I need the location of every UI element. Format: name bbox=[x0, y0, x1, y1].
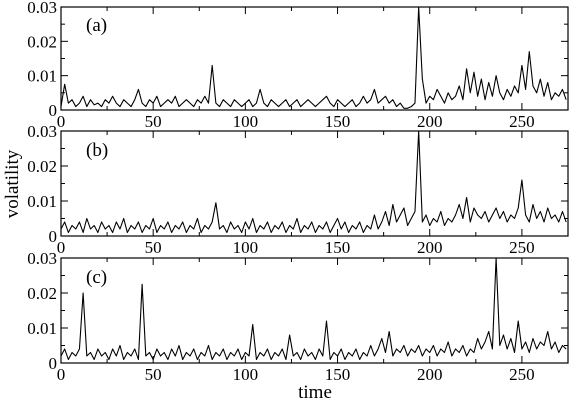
x-tick-label: 250 bbox=[509, 112, 535, 131]
x-tick-label: 100 bbox=[233, 365, 259, 384]
y-tick-label: 0.02 bbox=[27, 32, 57, 51]
x-tick-label: 100 bbox=[233, 112, 259, 131]
x-tick-label: 50 bbox=[145, 238, 162, 257]
y-tick-label: 0.03 bbox=[27, 0, 57, 17]
series-line-0 bbox=[61, 7, 567, 109]
x-tick-label: 200 bbox=[417, 238, 443, 257]
y-tick-label: 0 bbox=[49, 101, 58, 120]
y-tick-label: 0.01 bbox=[27, 192, 57, 211]
panel-c: 0 50 100 150 200 250 0 0.01 0.02 0.03 (c) bbox=[27, 249, 569, 384]
y-axis-title: volatility bbox=[2, 149, 23, 218]
series-line-0 bbox=[61, 131, 567, 234]
y-tick-label: 0.02 bbox=[27, 157, 57, 176]
x-tick-label: 150 bbox=[325, 238, 351, 257]
panel-label: (a) bbox=[86, 15, 107, 36]
x-tick-label: 0 bbox=[57, 238, 66, 257]
y-tick-label: 0.02 bbox=[27, 284, 57, 303]
panel-label: (c) bbox=[86, 267, 107, 288]
panel-a: 0 50 100 150 200 250 0 0.01 0.02 0.03 (a) bbox=[27, 0, 569, 131]
x-tick-label: 250 bbox=[509, 365, 535, 384]
panel-label: (b) bbox=[86, 140, 108, 161]
x-tick-label: 0 bbox=[57, 112, 66, 131]
series-line-0 bbox=[61, 258, 567, 361]
x-tick-label: 50 bbox=[145, 365, 162, 384]
x-tick-label: 150 bbox=[325, 112, 351, 131]
plot-frame bbox=[60, 130, 569, 237]
x-tick-label: 100 bbox=[233, 238, 259, 257]
y-tick-label: 0.03 bbox=[27, 249, 57, 268]
x-tick-label: 200 bbox=[417, 112, 443, 131]
x-axis-title: time bbox=[298, 382, 332, 401]
y-tick-label: 0 bbox=[49, 354, 58, 373]
y-tick-label: 0 bbox=[49, 227, 58, 246]
x-tick-label: 150 bbox=[325, 365, 351, 384]
y-tick-label: 0.03 bbox=[27, 122, 57, 141]
y-tick-label: 0.01 bbox=[27, 319, 57, 338]
x-tick-label: 250 bbox=[509, 238, 535, 257]
y-tick-label: 0.01 bbox=[27, 67, 57, 86]
panel-b: 0 50 100 150 200 250 0 0.01 0.02 0.03 (b) bbox=[27, 122, 569, 257]
x-tick-label: 0 bbox=[57, 365, 66, 384]
x-tick-label: 200 bbox=[417, 365, 443, 384]
x-tick-label: 50 bbox=[145, 112, 162, 131]
